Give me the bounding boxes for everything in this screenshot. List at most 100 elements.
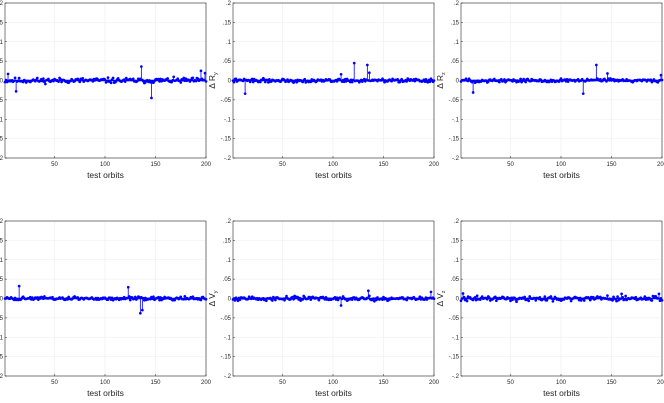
data-point [141, 308, 144, 312]
data-point [131, 77, 135, 81]
x-tick-label: 100 [556, 162, 567, 168]
data-point [659, 73, 663, 77]
x-axis-label: test orbits [315, 170, 352, 180]
x-tick-label: 50 [51, 380, 58, 386]
subplot-5: -.2 -.15 -.1 -.05 0 .05 .1 .15 .2 50 100 150 200 test… [207, 219, 440, 398]
y-tick-label: -.2 [452, 374, 460, 380]
data-point [581, 92, 585, 96]
x-axis-label: test orbits [87, 170, 124, 180]
data-point [543, 295, 547, 298]
data-point [615, 299, 618, 303]
y-tick-label: 0 [228, 297, 232, 303]
x-tick-label: 150 [606, 380, 617, 386]
data-point [503, 78, 506, 81]
data-point [127, 295, 131, 298]
data-point [519, 77, 522, 81]
y-tick-label: -.15 [221, 137, 232, 143]
data-point [191, 295, 195, 299]
data-point [509, 299, 512, 303]
data-point [400, 77, 404, 81]
data-point [30, 296, 34, 299]
data-point [498, 80, 501, 84]
y-tick-label: -.2 [452, 156, 460, 162]
data-point [91, 79, 95, 83]
data-point [462, 295, 466, 299]
y-tick-label: -.05 [0, 316, 4, 322]
data-point [588, 298, 592, 302]
data-point [350, 80, 354, 84]
data-point [158, 80, 161, 83]
x-tick-label: 50 [507, 162, 514, 168]
data-point [405, 80, 409, 83]
data-point [591, 295, 595, 299]
y-axis-label: Δ Vy [207, 290, 219, 306]
data-point [137, 295, 141, 299]
data-point [549, 295, 553, 298]
data-point [348, 80, 352, 84]
data-point [545, 299, 549, 302]
y-tick-label: .05 [0, 277, 4, 283]
data-point [620, 292, 623, 296]
x-tick-label: 150 [378, 380, 389, 386]
x-tick-label: 100 [100, 380, 111, 386]
y-tick-label: -.15 [449, 137, 460, 143]
data-point [138, 311, 142, 315]
data-point [612, 295, 615, 299]
data-point [51, 295, 54, 299]
data-point [35, 76, 39, 80]
data-point [250, 77, 254, 81]
y-tick-label: .15 [0, 20, 4, 26]
data-point [381, 298, 384, 302]
data-point [133, 295, 137, 299]
data-point [42, 77, 45, 80]
y-tick-label: .1 [226, 258, 232, 264]
y-tick-label: 0 [0, 79, 4, 85]
data-point [111, 76, 115, 80]
data-point [28, 295, 32, 299]
y-tick-label: 0 [228, 79, 232, 85]
data-point [13, 76, 17, 80]
y-axis-label: Δ Ry [207, 72, 219, 89]
data-point [368, 71, 371, 75]
data-point [418, 295, 422, 299]
data-point [373, 299, 376, 303]
y-tick-label: -.1 [452, 117, 460, 123]
data-point [432, 297, 436, 301]
x-axis-label: test orbits [543, 388, 580, 398]
data-point [81, 77, 85, 80]
data-point [203, 71, 207, 75]
data-point [78, 80, 82, 84]
data-point [594, 63, 598, 67]
data-point [582, 299, 586, 302]
y-tick-label: .05 [223, 277, 232, 283]
y-tick-label: 0 [0, 297, 4, 303]
y-tick-label: -.1 [452, 335, 460, 341]
data-point [128, 298, 132, 302]
y-tick-label: -.05 [449, 316, 460, 322]
x-tick-label: 200 [201, 380, 212, 386]
y-tick-label: .2 [226, 1, 232, 7]
data-point [523, 295, 526, 299]
x-tick-label: 150 [606, 162, 617, 168]
data-point [16, 298, 20, 302]
y-tick-label: -.1 [0, 117, 4, 123]
data-point [232, 80, 236, 84]
y-tick-label: .05 [451, 277, 460, 283]
y-tick-label: .15 [451, 20, 460, 26]
subplot-4: -.2 -.15 -.1 -.05 0 .05 .1 .15 .2 50 100 150 200 test… [0, 219, 212, 398]
data-point [480, 295, 484, 298]
data-point [233, 299, 237, 302]
y-tick-label: .2 [454, 1, 460, 7]
data-point [368, 294, 371, 298]
data-point [183, 295, 187, 298]
data-point [76, 296, 80, 299]
y-tick-label: .1 [0, 40, 4, 46]
data-point [140, 295, 143, 299]
y-axis-label: Δ Rz [435, 72, 447, 89]
data-point [658, 299, 662, 303]
y-tick-label: .05 [0, 59, 4, 65]
data-point [527, 299, 531, 303]
y-tick-label: -.2 [224, 156, 232, 162]
y-tick-label: -.2 [224, 374, 232, 380]
